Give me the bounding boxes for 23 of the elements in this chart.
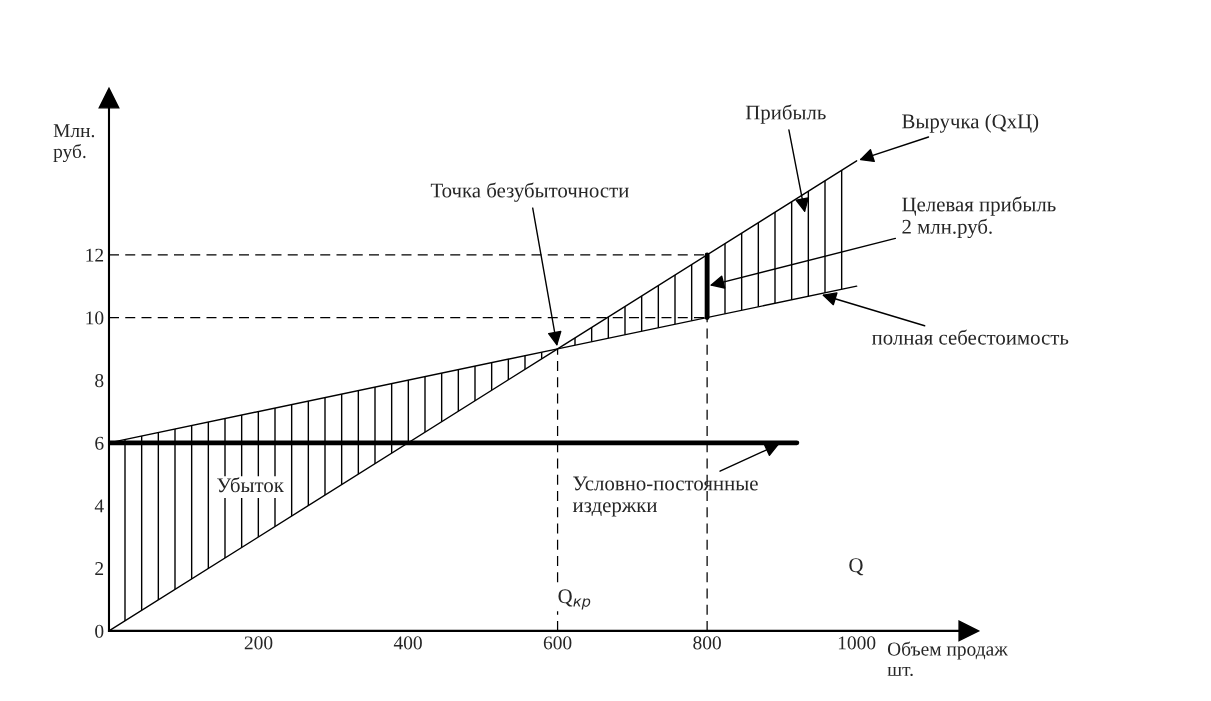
y-tick-label: 10 xyxy=(86,311,104,325)
annotation: полная себестоимость xyxy=(871,329,1069,345)
y-tick-label: 2 xyxy=(95,562,104,575)
x-tick-label: 200 xyxy=(244,636,273,650)
annotation: Точка безубыточности xyxy=(430,182,629,202)
annotation: Q$_{кр}$ xyxy=(558,589,591,610)
annotation: Q xyxy=(849,558,864,576)
y-tick-label: 8 xyxy=(95,374,104,388)
y-tick-label: 6 xyxy=(95,436,104,450)
annotation: Прибыль xyxy=(745,104,826,124)
annotation: Целевая прибыль 2 млн.руб. xyxy=(902,196,1056,239)
x-tick-label: 600 xyxy=(543,636,572,650)
y-tick-label: 12 xyxy=(86,248,104,262)
x-tick-label: 800 xyxy=(693,636,721,650)
annotation: Выручка (QxЦ) xyxy=(902,113,1039,133)
x-axis-title: Объем продаж шт. xyxy=(887,641,1008,677)
x-tick-label: 1000 xyxy=(838,636,876,650)
annotation: Условно-постоянные издержки xyxy=(572,476,758,517)
y-tick-label: 0 xyxy=(95,624,104,638)
annotation: Убыток xyxy=(217,477,284,493)
y-axis-title: Млн. руб. xyxy=(53,124,95,163)
x-tick-label: 400 xyxy=(393,636,422,650)
y-tick-label: 4 xyxy=(94,499,104,513)
